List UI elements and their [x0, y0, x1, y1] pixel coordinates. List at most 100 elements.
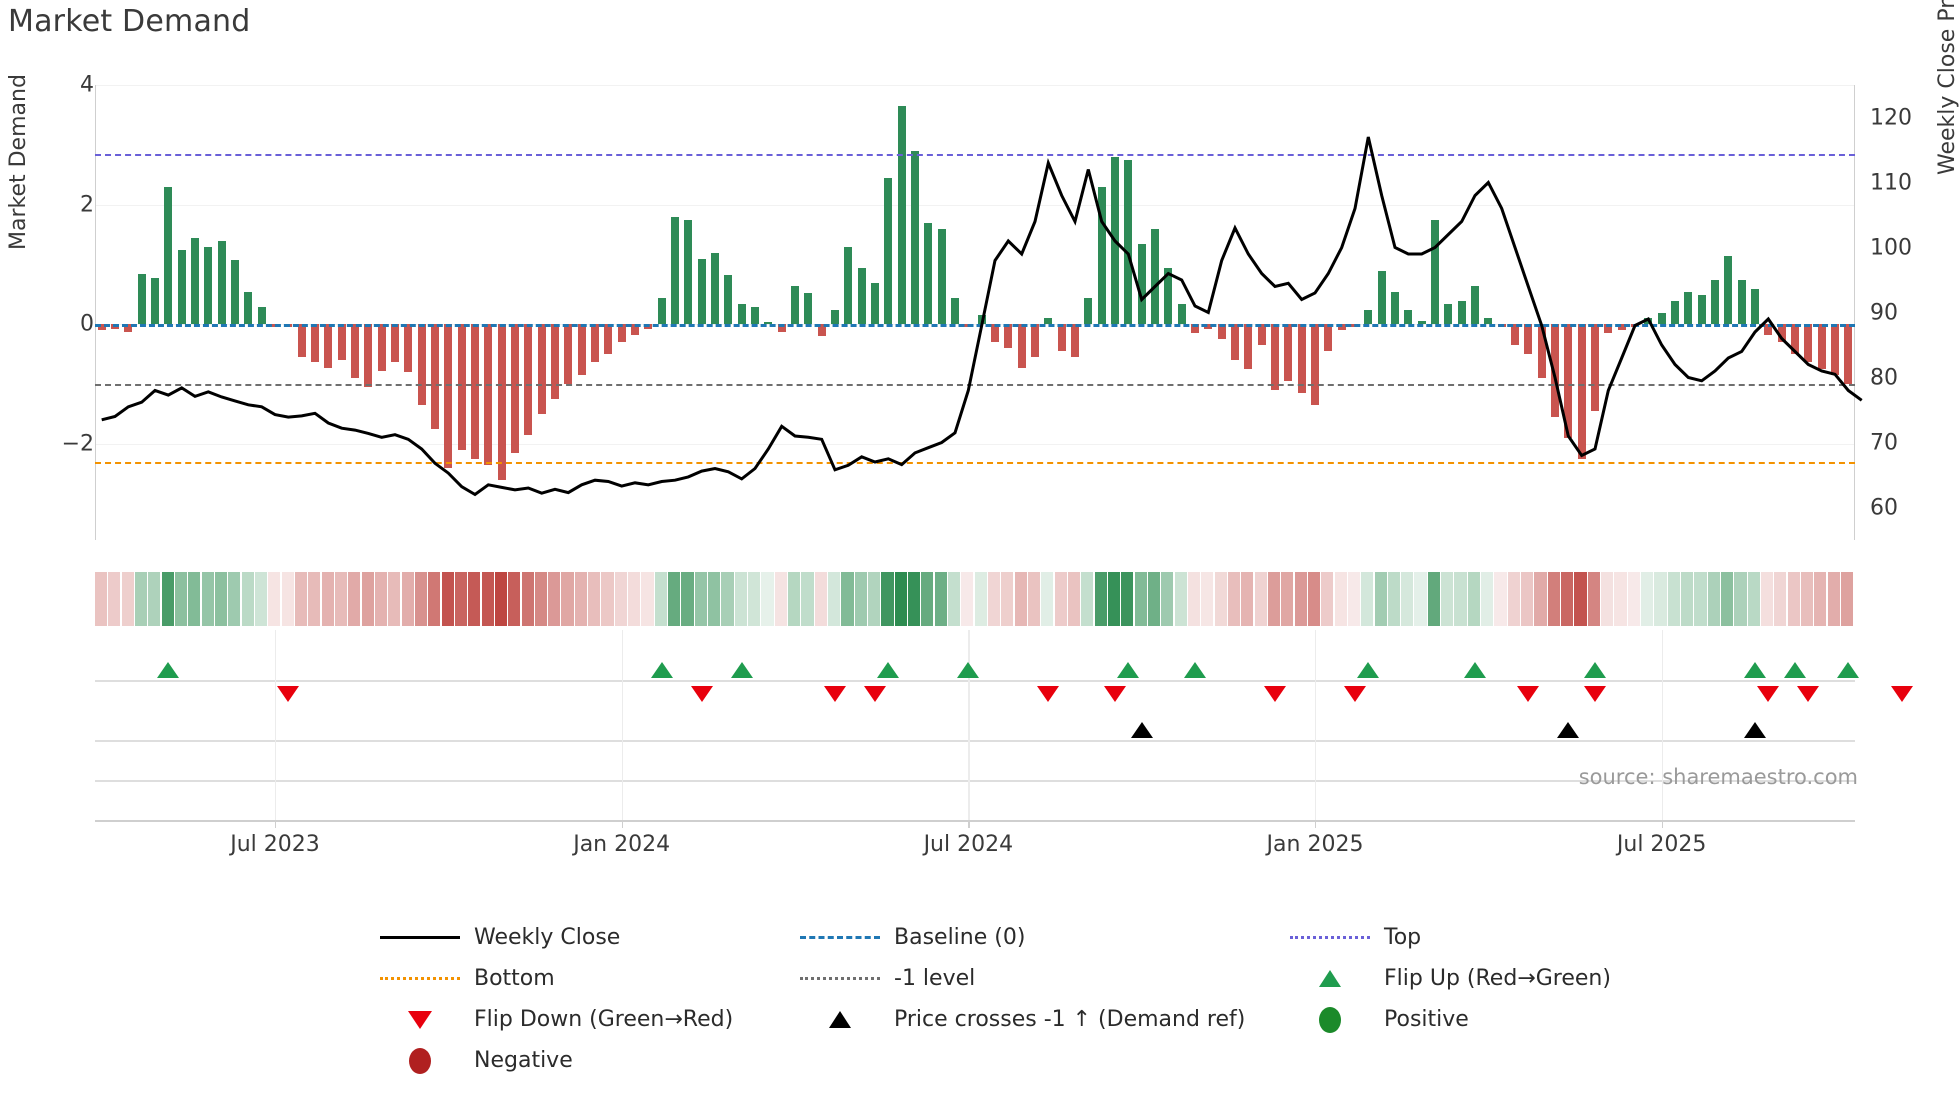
heatmap-cell: [588, 572, 601, 626]
page-title: Market Demand: [8, 4, 251, 39]
demand-bar: [1577, 324, 1586, 460]
flip-down-marker: [690, 686, 713, 702]
flip-up-marker: [1464, 662, 1486, 678]
heatmap-cell: [921, 572, 934, 626]
heatmap-cell: [548, 572, 561, 626]
heatmap-cell: [348, 572, 361, 626]
demand-bar: [230, 259, 240, 325]
heatmap-cell: [1707, 572, 1720, 626]
y-axis-right-label: Weekly Close Price: [1935, 0, 1960, 175]
demand-bar: [1017, 324, 1026, 368]
heatmap-cell: [228, 572, 241, 626]
heatmap-cell: [1521, 572, 1534, 626]
demand-bar: [1177, 303, 1186, 325]
demand-bar: [1190, 324, 1200, 334]
price-cross-marker: [1557, 722, 1580, 738]
legend-label: Weekly Close: [474, 925, 621, 950]
heatmap-cell: [814, 572, 827, 626]
heatmap-cell: [308, 572, 321, 626]
weekly-close-line: [95, 85, 1855, 540]
demand-bar: [364, 324, 373, 388]
heatmap-cell: [1187, 572, 1201, 626]
heatmap-cell: [1547, 572, 1560, 626]
heatmap-cell: [1161, 572, 1174, 626]
demand-bar: [1470, 285, 1480, 325]
demand-bar: [1324, 324, 1333, 352]
heatmap-cell: [1681, 572, 1694, 626]
heatmap-cell: [641, 572, 654, 626]
heatmap-cell: [1347, 572, 1360, 626]
legend-item[interactable]: Negative: [380, 1047, 800, 1074]
heatmap-cell: [708, 572, 721, 626]
flip-up-marker: [1117, 662, 1140, 678]
heatmap-cell: [121, 572, 134, 626]
flip-up-marker: [1837, 662, 1860, 678]
y-axis-left-tick: 4: [80, 72, 94, 98]
heatmap-cell: [788, 572, 801, 626]
dashed-line: [800, 927, 880, 949]
legend-label: -1 level: [894, 966, 976, 991]
demand-bar: [1417, 321, 1426, 325]
flip-up-marker: [957, 662, 980, 678]
heatmap-cell: [1840, 572, 1854, 626]
demand-bar: [1444, 303, 1453, 325]
demand-bar: [470, 324, 480, 460]
legend-item[interactable]: Baseline (0): [800, 925, 1290, 950]
legend-label: Negative: [474, 1048, 573, 1073]
legend-item[interactable]: Top: [1290, 925, 1660, 950]
heatmap-cell: [801, 572, 814, 626]
circle-marker: [380, 1047, 460, 1074]
demand-bar: [297, 324, 306, 358]
flip-down-marker: [864, 686, 886, 702]
legend-item[interactable]: Price crosses -1 ↑ (Demand ref): [800, 1007, 1290, 1032]
demand-bar: [1537, 324, 1546, 379]
legend-item[interactable]: -1 level: [800, 966, 1290, 991]
y-axis-left-tick: 2: [80, 192, 94, 218]
heatmap-cell: [1121, 572, 1134, 626]
heatmap-cell: [1667, 572, 1680, 626]
legend-item[interactable]: Positive: [1290, 1006, 1660, 1033]
triangle-down-marker: [380, 1009, 460, 1031]
demand-bar: [457, 324, 466, 451]
legend-item[interactable]: Flip Up (Red→Green): [1290, 966, 1660, 991]
heatmap-cell: [1721, 572, 1734, 626]
legend-label: Flip Up (Red→Green): [1384, 966, 1611, 991]
triangle-up-marker-glyph: [829, 1011, 851, 1028]
heatmap-cell: [894, 572, 907, 626]
heatmap-cell: [401, 572, 414, 626]
dotted-line-glyph: [1290, 936, 1370, 939]
demand-bar: [1510, 324, 1520, 346]
legend-item[interactable]: Weekly Close: [380, 925, 800, 950]
heatmap-cell: [521, 572, 534, 626]
heatmap-cell: [1107, 572, 1121, 626]
legend-item[interactable]: Bottom: [380, 966, 800, 991]
demand-bar: [1550, 324, 1560, 418]
vertical-gridline: [621, 630, 624, 820]
demand-bar: [350, 324, 360, 379]
heatmap-cell: [934, 572, 947, 626]
heatmap-cell: [1601, 572, 1614, 626]
heatmap-cell: [361, 572, 374, 626]
flip-up-marker: [157, 662, 180, 678]
demand-bar: [417, 324, 426, 406]
demand-bar: [337, 324, 346, 361]
demand-bar: [484, 324, 493, 466]
gridline: [95, 85, 1855, 86]
heatmap-cell: [854, 572, 867, 626]
demand-bar: [564, 324, 573, 385]
y-axis-right-tick: 120: [1870, 105, 1912, 130]
legend-label: Top: [1384, 925, 1422, 950]
heatmap-cell: [1147, 572, 1161, 626]
heatmap-cell: [761, 572, 774, 626]
demand-bar: [1657, 312, 1666, 325]
heatmap-cell: [1094, 572, 1107, 626]
x-axis-tick-label: Jul 2024: [923, 832, 1014, 857]
flip-up-marker: [1784, 662, 1806, 678]
circle-marker: [1290, 1006, 1370, 1033]
demand-bar: [1097, 186, 1106, 325]
heatmap-cell: [1334, 572, 1347, 626]
heatmap-cell: [628, 572, 641, 626]
gridline: [95, 444, 1855, 446]
legend-item[interactable]: Flip Down (Green→Red): [380, 1007, 800, 1032]
